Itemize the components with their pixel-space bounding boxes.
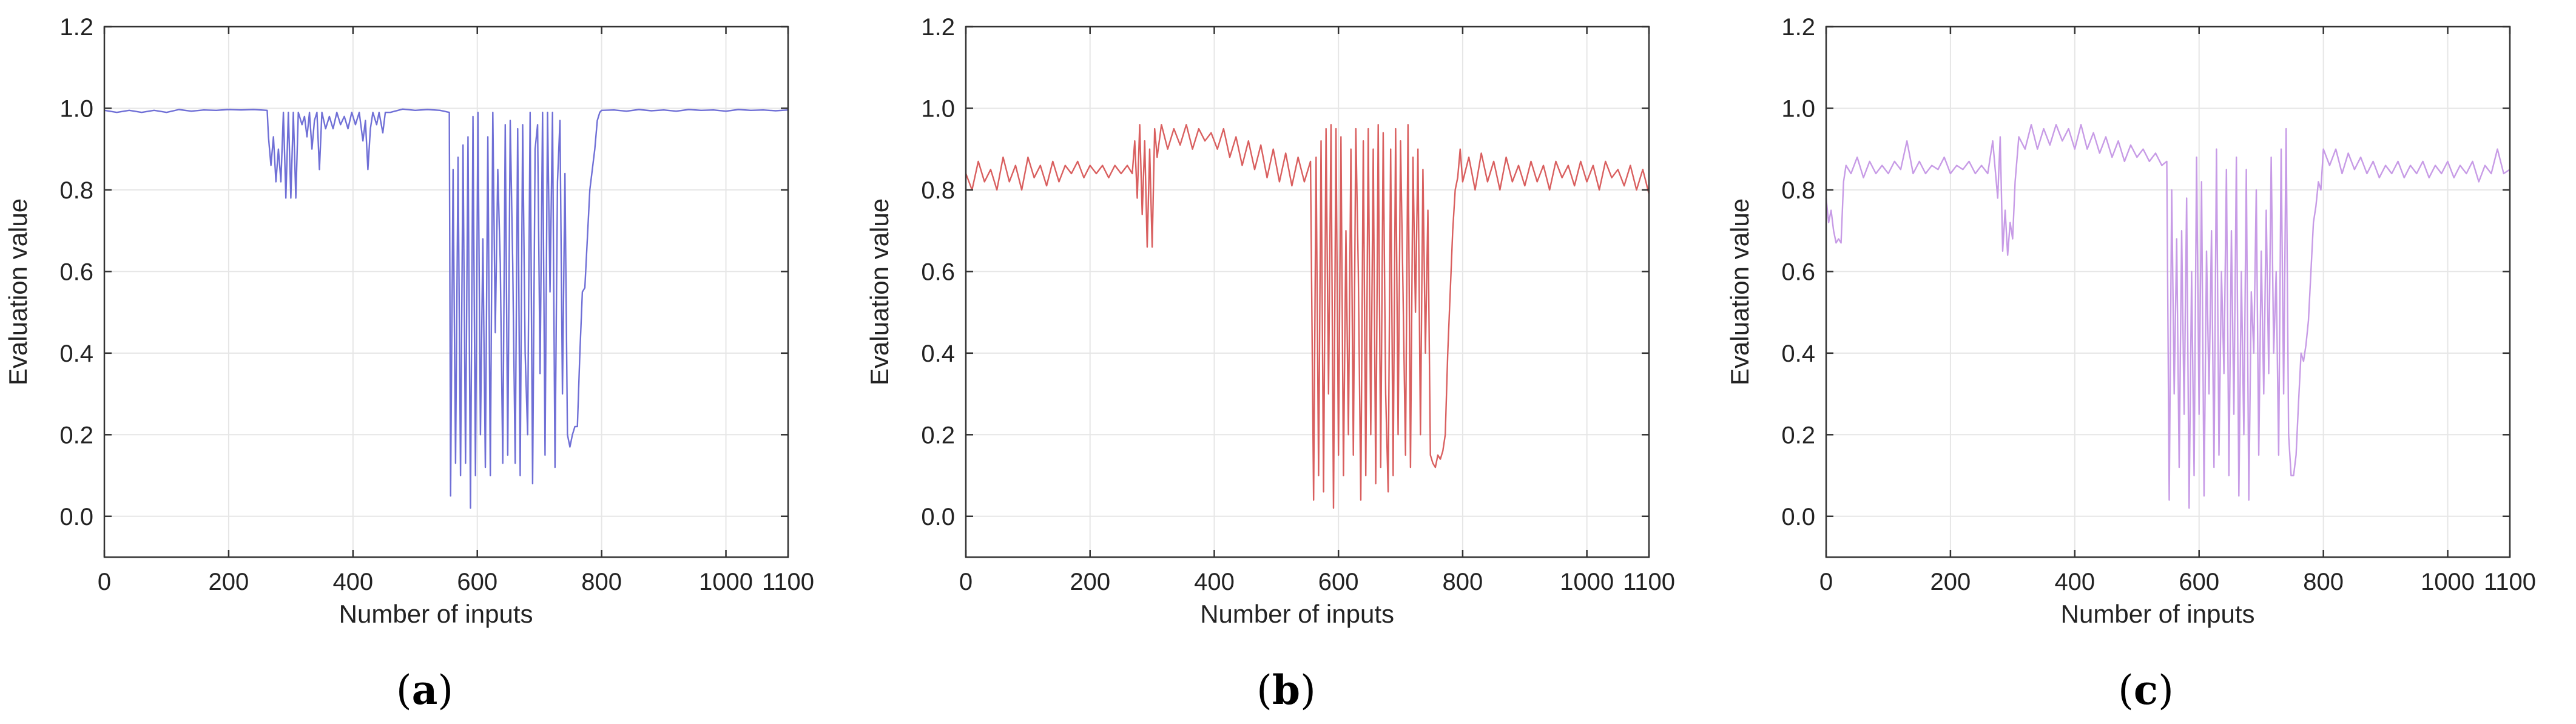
chart-a-series-line	[104, 108, 789, 509]
chart-c-ytick-label: 1.2	[1781, 14, 1815, 41]
chart-a-ytick-label: 0.4	[59, 340, 93, 367]
chart-a-xtick-label: 1100	[762, 569, 814, 595]
chart-c-plot-frame	[1825, 25, 2511, 558]
chart-a-plot-frame	[103, 25, 789, 558]
chart-c-series-line	[1825, 124, 2510, 509]
chart-c-ytick-label: 0.2	[1781, 422, 1815, 448]
chart-a-xtick-label: 1000	[699, 569, 753, 595]
chart-c-xtick-label: 200	[1930, 569, 1971, 595]
chart-c-xtick-label: 400	[2054, 569, 2095, 595]
chart-a-ytick-label: 0.0	[59, 504, 93, 530]
chart-b-plot-frame	[965, 25, 1650, 558]
chart-c-xtick-label: 1000	[2421, 569, 2475, 595]
chart-c-xtick-label: 800	[2303, 569, 2344, 595]
chart-c-xtick-label: 600	[2179, 569, 2219, 595]
chart-b-xtick-label: 400	[1194, 569, 1235, 595]
chart-b-ytick-label: 0.6	[921, 259, 955, 285]
chart-a-ytick-label: 1.0	[59, 95, 93, 122]
chart-a-x-axis-title: Number of inputs	[339, 600, 533, 628]
chart-b-ytick-label: 0.2	[921, 422, 955, 448]
chart-a-xtick-label: 0	[98, 569, 111, 595]
chart-c-ytick-label: 0.0	[1781, 504, 1815, 530]
chart-a-ytick-label: 0.6	[59, 259, 93, 285]
chart-a-xtick-label: 200	[209, 569, 249, 595]
chart-b-xtick-label: 800	[1443, 569, 1483, 595]
chart-c-y-axis-title: Evaluation value	[1725, 198, 1754, 385]
chart-b-xtick-label: 0	[959, 569, 973, 595]
chart-a-panel-label: (a)	[396, 666, 453, 714]
chart-b-xtick-label: 1100	[1623, 569, 1675, 595]
chart-b-x-axis-title: Number of inputs	[1200, 600, 1394, 628]
chart-b-y-axis-title: Evaluation value	[865, 198, 894, 385]
chart-b-xtick-label: 600	[1318, 569, 1359, 595]
chart-a-y-axis-title: Evaluation value	[4, 198, 32, 385]
chart-c-x-axis-title: Number of inputs	[2061, 600, 2255, 628]
chart-c-xtick-label: 0	[1819, 569, 1833, 595]
chart-a-xtick-label: 800	[581, 569, 622, 595]
chart-b-series-line	[965, 124, 1650, 509]
chart-c-xtick-label: 1100	[2484, 569, 2536, 595]
chart-b-ytick-label: 0.4	[921, 340, 955, 367]
chart-a-ytick-label: 1.2	[59, 14, 93, 41]
chart-b-ytick-label: 1.2	[921, 14, 955, 41]
chart-c-ytick-label: 0.8	[1781, 177, 1815, 204]
chart-a-xtick-label: 400	[332, 569, 373, 595]
chart-b-xtick-label: 1000	[1560, 569, 1614, 595]
chart-c-panel-label: (c)	[2118, 666, 2174, 714]
chart-b-ytick-label: 0.0	[921, 504, 955, 530]
chart-b-panel-label: (b)	[1256, 666, 1316, 714]
chart-c-ytick-label: 0.6	[1781, 259, 1815, 285]
chart-c-ytick-label: 0.4	[1781, 340, 1815, 367]
chart-a-xtick-label: 600	[457, 569, 497, 595]
chart-c-ytick-label: 1.0	[1781, 95, 1815, 122]
chart-b-xtick-label: 200	[1070, 569, 1110, 595]
chart-b-ytick-label: 0.8	[921, 177, 955, 204]
chart-a-ytick-label: 0.8	[59, 177, 93, 204]
chart-b-ytick-label: 1.0	[921, 95, 955, 122]
chart-a-ytick-label: 0.2	[59, 422, 93, 448]
